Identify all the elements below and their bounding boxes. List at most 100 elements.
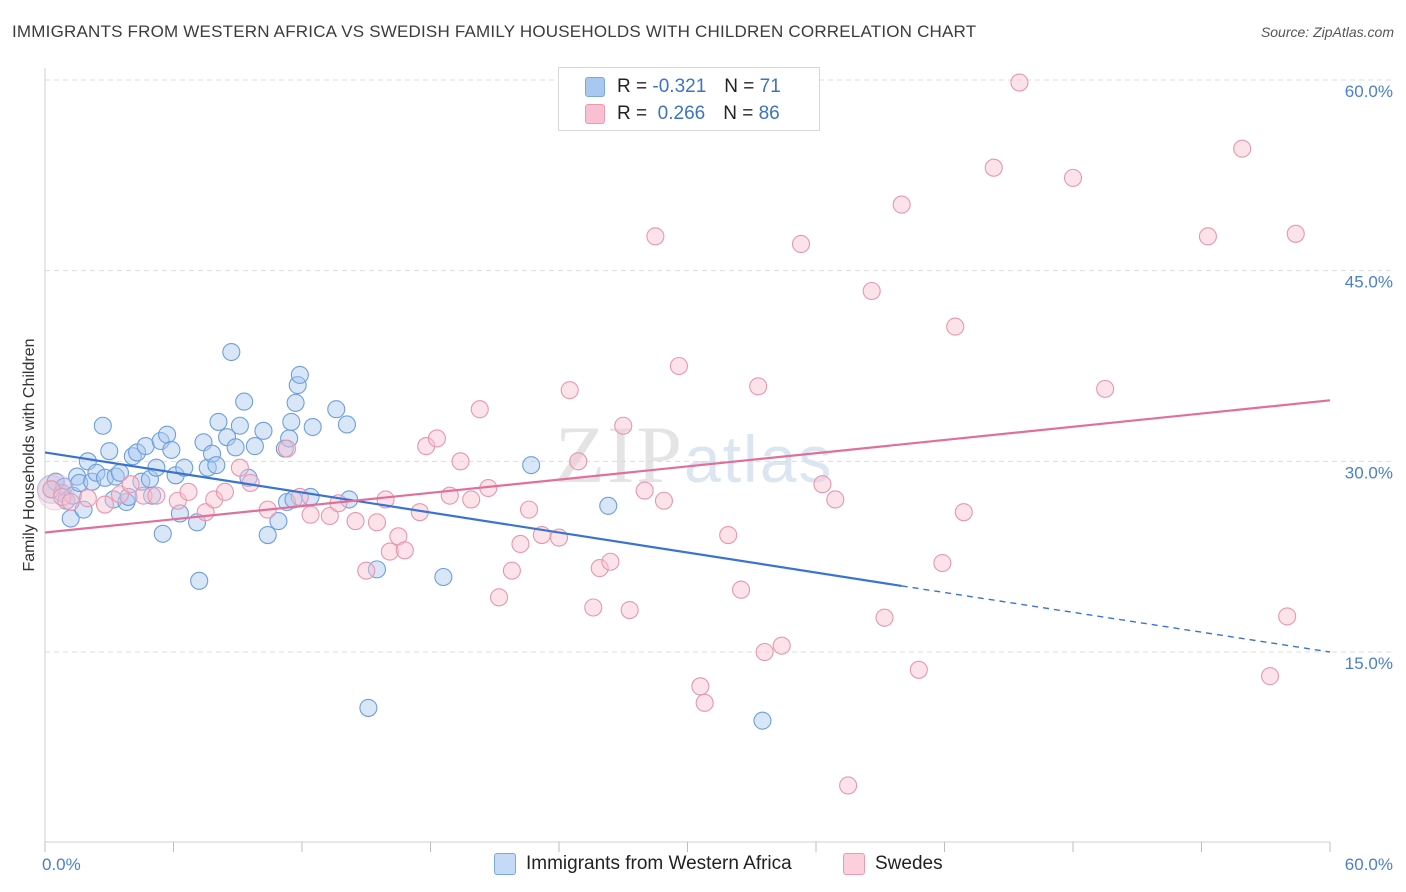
data-point-swedes — [839, 776, 858, 795]
tick-labels: 15.0% 30.0% 45.0% 60.0% 0.0% 60.0% — [42, 82, 1393, 874]
legend-r-label: R = — [617, 76, 648, 97]
data-point-swedes — [620, 601, 639, 620]
data-point-swedes — [909, 660, 928, 679]
data-point-swedes — [1278, 607, 1297, 626]
bottom-legend-swedes: Swedes — [843, 850, 943, 878]
data-point-swedes — [755, 642, 774, 662]
data-point-western-africa — [235, 392, 254, 411]
trend-line-western-africa — [44, 451, 902, 587]
data-point-swedes — [791, 234, 811, 254]
data-point-swedes — [134, 486, 153, 505]
data-point-western-africa — [207, 456, 226, 475]
data-point-western-africa — [303, 417, 322, 437]
data-point-western-africa — [599, 496, 618, 515]
data-point-swedes — [470, 400, 489, 419]
chart-title: IMMIGRANTS FROM WESTERN AFRICA VS SWEDIS… — [12, 22, 977, 41]
data-point-western-africa — [269, 512, 288, 531]
data-point-swedes — [95, 495, 115, 514]
y-tick-label: 45.0% — [1345, 273, 1393, 292]
x-tick-label: 0.0% — [42, 855, 81, 874]
data-point-swedes — [78, 489, 97, 508]
data-point-swedes — [635, 481, 654, 500]
bottom-legend-label: Swedes — [875, 853, 943, 874]
legend-r-label: R = — [617, 103, 648, 124]
data-point-western-africa — [87, 463, 106, 482]
data-point-swedes — [569, 452, 588, 471]
data-point-western-africa — [93, 416, 112, 435]
data-point-swedes — [590, 559, 609, 578]
data-point-western-africa — [70, 473, 89, 492]
y-tick-label: 15.0% — [1345, 654, 1393, 673]
data-point-western-africa — [230, 416, 249, 435]
data-point-swedes — [826, 490, 845, 509]
data-point-western-africa — [753, 711, 772, 730]
data-point-western-africa — [282, 412, 301, 431]
data-point-swedes — [731, 580, 751, 599]
data-point-swedes — [168, 491, 187, 510]
data-point-swedes — [862, 281, 881, 301]
data-point-swedes — [560, 381, 579, 400]
bottom-legend-western-africa: Immigrants from Western Africa — [494, 850, 792, 878]
data-point-swedes — [654, 491, 673, 510]
data-point-swedes — [954, 503, 973, 522]
data-point-swedes — [984, 158, 1003, 177]
data-point-swedes — [462, 490, 481, 509]
gridlines — [45, 79, 1394, 653]
y-tick-label: 60.0% — [1345, 82, 1393, 101]
data-point-western-africa — [222, 342, 241, 362]
legend-n-label: N = — [723, 103, 754, 124]
data-point-western-africa — [327, 400, 346, 419]
data-point-western-africa — [203, 444, 222, 463]
bottom-legend-swatch-blue — [494, 853, 516, 875]
data-point-western-africa — [147, 458, 166, 477]
data-point-swedes — [230, 458, 249, 477]
data-point-swedes — [42, 480, 61, 499]
data-point-swedes — [614, 416, 633, 435]
data-point-swedes — [695, 693, 714, 712]
data-point-western-africa — [254, 421, 273, 440]
data-point-swedes — [1286, 224, 1305, 243]
data-point-swedes — [813, 475, 832, 494]
data-point-swedes — [719, 526, 738, 545]
data-point-swedes — [427, 429, 446, 448]
data-point-western-africa — [290, 365, 309, 384]
data-point-swedes — [417, 437, 436, 456]
data-point-swedes — [357, 561, 376, 580]
data-point-swedes — [179, 482, 198, 501]
data-point-swedes — [691, 677, 710, 696]
data-point-swedes — [395, 541, 414, 560]
data-point-western-africa — [162, 440, 181, 459]
series-swedes — [37, 73, 1305, 795]
data-point-western-africa — [359, 698, 378, 717]
data-point-western-africa — [158, 425, 177, 444]
data-point-western-africa — [434, 567, 453, 587]
data-point-swedes — [669, 356, 688, 376]
data-point-swedes — [1233, 139, 1252, 158]
data-point-swedes — [1096, 379, 1115, 398]
trend-lines — [44, 399, 1331, 653]
legend-n-value: 86 — [758, 103, 780, 124]
data-point-swedes — [519, 500, 539, 519]
trend-line-western-africa-extrapolated — [901, 585, 1331, 653]
data-point-swedes — [451, 452, 470, 471]
data-point-swedes — [53, 487, 72, 506]
data-point-swedes — [946, 317, 965, 336]
data-point-swedes — [121, 475, 140, 494]
y-tick-label: 30.0% — [1345, 463, 1393, 482]
data-point-swedes — [301, 505, 320, 524]
data-point-swedes — [584, 598, 603, 617]
data-point-western-africa — [245, 437, 264, 456]
data-point-swedes — [1198, 227, 1217, 246]
legend-n-label: N = — [724, 76, 755, 97]
data-point-western-africa — [258, 526, 277, 545]
data-point-swedes — [1010, 73, 1029, 92]
data-point-western-africa — [175, 458, 194, 477]
data-point-western-africa — [286, 393, 305, 412]
data-point-swedes — [511, 534, 530, 554]
data-point-western-africa — [153, 524, 172, 543]
data-point-swedes — [61, 492, 80, 512]
data-point-swedes — [772, 636, 791, 655]
data-point-swedes — [215, 482, 234, 501]
trend-line-swedes — [44, 399, 1331, 534]
